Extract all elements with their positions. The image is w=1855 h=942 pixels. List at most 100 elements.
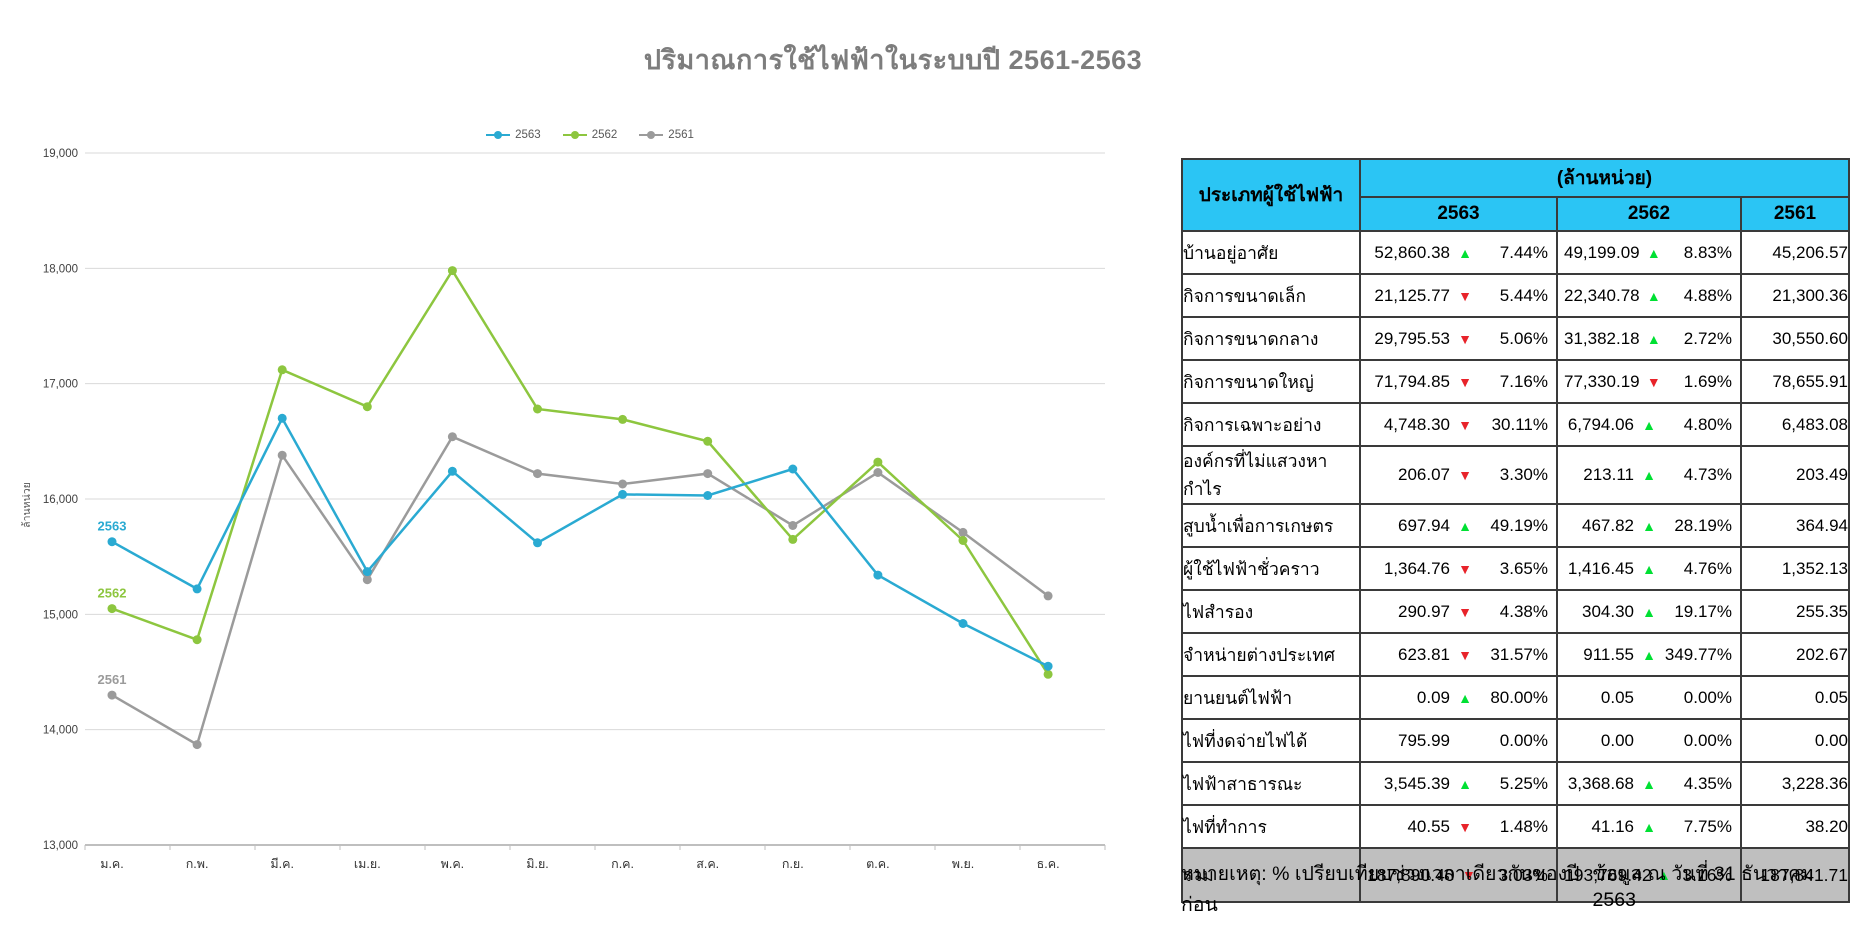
- series-start-label: 2562: [98, 586, 127, 601]
- data-point: [618, 489, 628, 499]
- percent-change: 1.69%: [1683, 371, 1732, 391]
- value: 0.00: [1600, 730, 1634, 750]
- value: 3,545.39: [1383, 773, 1450, 793]
- data-point: [362, 575, 372, 585]
- cell-2561: 187,841.71: [1739, 847, 1851, 903]
- data-point: [958, 536, 968, 545]
- row-label: ไฟที่ทำการ: [1181, 804, 1361, 849]
- row-label: องค์กรที่ไม่แสวงหากำไร: [1181, 445, 1361, 505]
- cell-2563: 623.81 ▼ 31.57%: [1359, 632, 1558, 677]
- data-point: [533, 538, 542, 548]
- row-label: กิจการขนาดใหญ่: [1181, 359, 1361, 404]
- data-point: [788, 521, 798, 530]
- row-label: ไฟสำรอง: [1181, 589, 1361, 634]
- value: 29,795.53: [1374, 328, 1450, 348]
- data-point: [618, 479, 628, 489]
- trend-down-icon: ▼: [1458, 416, 1472, 433]
- y-axis-tick-label: 16,000: [43, 494, 78, 506]
- cell-2563: 697.94 ▲ 49.19%: [1359, 503, 1558, 548]
- cell-2562: 22,340.78 ▲ 4.88%: [1556, 273, 1742, 318]
- row-label: ไฟที่งดจ่ายไฟได้: [1181, 718, 1361, 763]
- percent-change: 80.00%: [1490, 687, 1548, 707]
- table-row: ไฟที่ทำการ 40.55 ▼ 1.48% 41.16 ▲ 7.75% 38.20: [1181, 804, 1851, 849]
- percent-change: 4.88%: [1683, 285, 1732, 305]
- x-axis-label: ก.ค.: [611, 857, 634, 871]
- cell-2562: 0.00 0.00%: [1556, 718, 1742, 763]
- legend-item-2561[interactable]: 2561: [639, 129, 694, 141]
- table-row: บ้านอยู่อาศัย 52,860.38 ▲ 7.44% 49,199.09 ▲ 8.…: [1181, 230, 1851, 275]
- trend-up-icon: ▲: [1642, 818, 1656, 835]
- cell-2563: 71,794.85 ▼ 7.16%: [1359, 359, 1558, 404]
- row-label: จำหน่ายต่างประเทศ: [1181, 632, 1361, 677]
- value: 213.11: [1583, 465, 1634, 484]
- table-row: กิจการขนาดเล็ก 21,125.77 ▼ 5.44% 22,340.78 ▲ 4…: [1181, 273, 1851, 318]
- percent-change: 0.00%: [1683, 730, 1732, 750]
- cell-2563: 4,748.30 ▼ 30.11%: [1359, 402, 1558, 447]
- percent-change: 4.35%: [1683, 773, 1732, 793]
- percent-change: 7.16%: [1499, 371, 1548, 391]
- data-point: [1043, 669, 1053, 679]
- table-row: ผู้ใช้ไฟฟ้าชั่วคราว 1,364.76 ▼ 3.65% 1,416.4…: [1181, 546, 1851, 591]
- table-header-year-2561: 2561: [1739, 196, 1851, 232]
- data-point: [107, 604, 117, 614]
- series-start-label: 2561: [98, 672, 127, 687]
- page-title: ปริมาณการใช้ไฟฟ้าในระบบปี 2561-2563: [643, 45, 1143, 75]
- cell-2561: 364.94: [1739, 503, 1851, 548]
- value: 77,330.19: [1564, 371, 1640, 391]
- trend-down-icon: ▼: [1458, 818, 1472, 835]
- cell-2561: 30,550.60: [1739, 316, 1851, 361]
- y-axis-tick-label: 19,000: [43, 148, 78, 160]
- data-point: [873, 468, 883, 477]
- data-point: [277, 365, 287, 375]
- table-total-row: รวม 187,890.40 ▼ 3.03% 193,769.42 ▲ 3.16% 187,8…: [1181, 847, 1851, 903]
- cell-2562: 3,368.68 ▲ 4.35%: [1556, 761, 1742, 806]
- percent-change: 28.19%: [1674, 515, 1732, 535]
- value: 3,368.68: [1567, 773, 1634, 793]
- value: 49,199.09: [1564, 242, 1640, 262]
- percent-change: 0.00%: [1499, 730, 1548, 750]
- legend-item-2562[interactable]: 2562: [562, 129, 617, 141]
- data-point: [788, 464, 798, 474]
- value: 1,416.45: [1567, 558, 1634, 578]
- cell-2563: 3,545.39 ▲ 5.25%: [1359, 761, 1558, 806]
- percent-change: 3.65%: [1499, 558, 1548, 578]
- table-row: ไฟฟ้าสาธารณะ 3,545.39 ▲ 5.25% 3,368.68 ▲ 4.35%…: [1181, 761, 1851, 806]
- value: 206.07: [1398, 465, 1450, 484]
- trend-up-icon: ▲: [1642, 416, 1656, 433]
- percent-change: 49.19%: [1490, 515, 1548, 535]
- cell-2562: 467.82 ▲ 28.19%: [1556, 503, 1742, 548]
- cell-2561: 3,228.36: [1739, 761, 1851, 806]
- row-label: กิจการเฉพาะอย่าง: [1181, 402, 1361, 447]
- percent-change: 3.03%: [1498, 864, 1548, 885]
- usage-table: ประเภทผู้ใช้ไฟฟ้า (ล้านหน่วย) 2563 2562 …: [1181, 158, 1851, 903]
- cell-2562: 304.30 ▲ 19.17%: [1556, 589, 1742, 634]
- cell-2562: 213.11 ▲ 4.73%: [1556, 445, 1742, 505]
- value: 911.55: [1583, 644, 1634, 664]
- data-point: [873, 570, 883, 580]
- legend-marker-icon: [486, 131, 511, 139]
- usage-table-container: ประเภทผู้ใช้ไฟฟ้า (ล้านหน่วย) 2563 2562 …: [1181, 158, 1851, 903]
- y-axis-tick-label: 18,000: [43, 263, 78, 275]
- row-label: สูบน้ำเพื่อการเกษตร: [1181, 503, 1361, 548]
- trend-down-icon: ▼: [1646, 373, 1661, 390]
- y-axis-title: ล้านหน่วย: [21, 482, 33, 528]
- row-label: กิจการขนาดเล็ก: [1181, 273, 1361, 318]
- cell-2562: 1,416.45 ▲ 4.76%: [1556, 546, 1742, 591]
- table-row: องค์กรที่ไม่แสวงหากำไร 206.07 ▼ 3.30% 213.11…: [1181, 445, 1851, 505]
- value: 304.30: [1582, 601, 1634, 621]
- percent-change: 7.44%: [1499, 242, 1548, 262]
- row-label: ไฟฟ้าสาธารณะ: [1181, 761, 1361, 806]
- cell-2563: 290.97 ▼ 4.38%: [1359, 589, 1558, 634]
- data-asof: ข้อมูล ณ วันที่ 31 ธันวาคม 2563: [1592, 863, 1814, 911]
- trend-up-icon: ▲: [1656, 867, 1671, 883]
- percent-change: 5.25%: [1499, 773, 1548, 793]
- data-point: [703, 491, 713, 500]
- data-point: [277, 450, 287, 460]
- cell-2561: 21,300.36: [1739, 273, 1851, 318]
- x-axis-label: ธ.ค.: [1037, 857, 1060, 871]
- legend-item-2563[interactable]: 2563: [486, 129, 541, 141]
- x-axis-label: มิ.ย.: [526, 857, 549, 871]
- value: 1,364.76: [1383, 558, 1450, 578]
- x-axis-label: เม.ย.: [354, 857, 381, 871]
- data-point: [788, 534, 798, 544]
